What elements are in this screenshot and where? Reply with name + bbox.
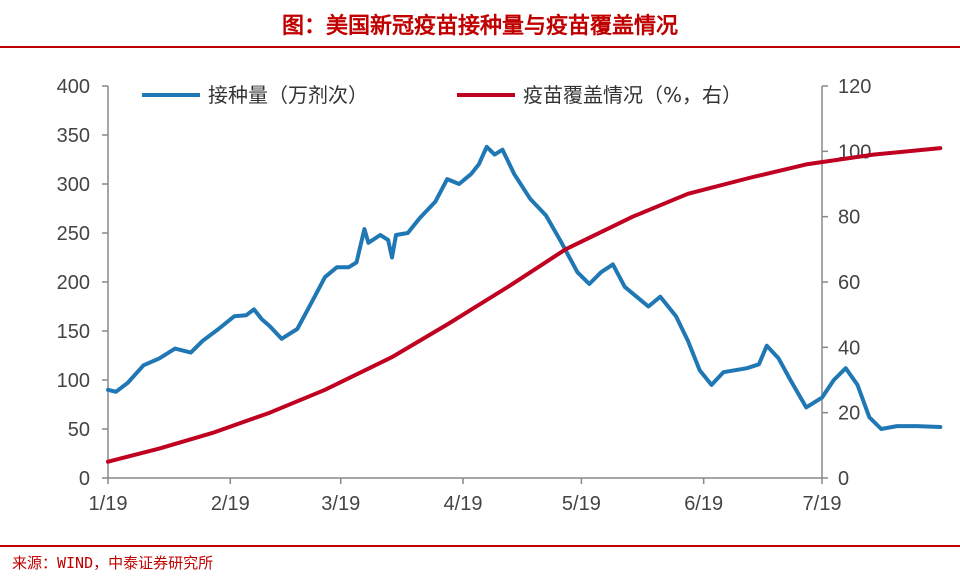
y-right-tick-label: 0 xyxy=(838,468,849,490)
y-left-tick-label: 250 xyxy=(57,223,90,245)
source-note: 来源：WIND，中泰证券研究所 xyxy=(12,554,214,572)
chart-title: 图：美国新冠疫苗接种量与疫苗覆盖情况 xyxy=(281,14,678,39)
x-tick-label: 7/19 xyxy=(803,493,842,515)
x-tick-label: 3/19 xyxy=(321,493,360,515)
y-left-tick-label: 150 xyxy=(57,321,90,343)
y-left-tick-label: 300 xyxy=(57,174,90,196)
y-left-tick-label: 50 xyxy=(68,419,90,441)
x-tick-label: 2/19 xyxy=(211,493,250,515)
y-right-tick-label: 20 xyxy=(838,403,860,425)
y-right-tick-label: 40 xyxy=(838,337,860,359)
y-right-tick-label: 80 xyxy=(838,207,860,229)
x-tick-label: 4/19 xyxy=(444,493,483,515)
series-line-1 xyxy=(106,144,943,431)
x-tick-label: 1/19 xyxy=(89,493,128,515)
x-tick-label: 5/19 xyxy=(562,493,601,515)
legend-label-1: 接种量（万剂次） xyxy=(208,83,368,107)
x-tick-label: 6/19 xyxy=(684,493,723,515)
source-rule xyxy=(0,545,960,547)
y-right-tick-label: 60 xyxy=(838,272,860,294)
y-left-tick-label: 200 xyxy=(57,272,90,294)
y-left-tick-label: 350 xyxy=(57,125,90,147)
y-left-tick-label: 0 xyxy=(79,468,90,490)
y-left-tick-label: 400 xyxy=(57,76,90,98)
title-rule-top xyxy=(0,46,960,48)
y-right-tick-label: 120 xyxy=(838,76,871,98)
legend-label-2: 疫苗覆盖情况（%，右） xyxy=(523,83,742,107)
series-line-2 xyxy=(106,146,943,464)
y-left-tick-label: 100 xyxy=(57,370,90,392)
